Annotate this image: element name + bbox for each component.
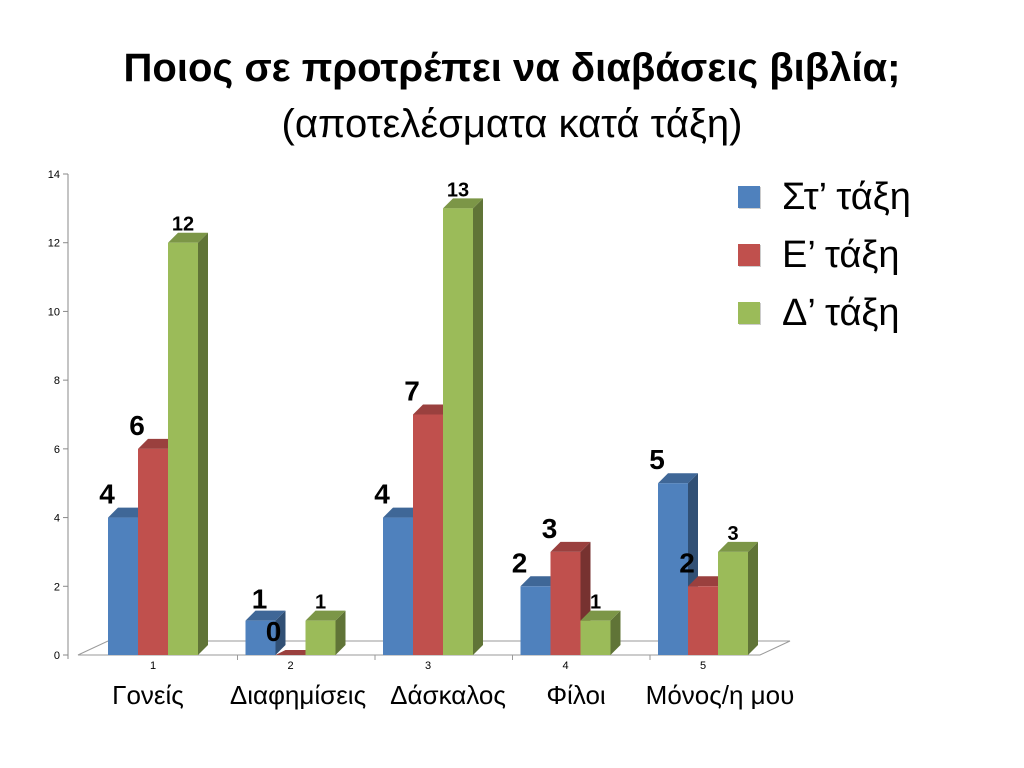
category-label-daskalos: Δάσκαλος [390, 680, 506, 710]
data-label-s2-c1: 1 [315, 592, 326, 614]
y-tick-label-14: 14 [48, 169, 60, 181]
bar-s2-c3-side [610, 610, 621, 655]
bar-s0-c2 [383, 517, 413, 655]
data-label-s2-c2: 13 [447, 179, 469, 201]
x-tick-label-2: 2 [287, 660, 293, 672]
bar-s1-c3-top [550, 541, 591, 552]
data-label-s1-c2: 7 [404, 376, 420, 407]
y-tick-label-8: 8 [54, 375, 60, 387]
title-block: Ποιος σε προτρέπει να διαβάσεις βιβλία; … [0, 40, 1024, 152]
bar-s2-c2-side [473, 198, 483, 655]
bar-s2-c4-top [718, 541, 758, 552]
bar-s2-c1-side [335, 610, 346, 655]
y-tick-label-4: 4 [54, 513, 60, 525]
bar-s1-c3 [550, 551, 581, 655]
bar-s1-c4 [688, 586, 718, 655]
legend-item-e-taxi: Ε’ τάξη [738, 226, 911, 284]
bar-s0-c1-side [275, 610, 286, 655]
data-label-s1-c4: 2 [679, 547, 695, 578]
data-label-s0-c3: 2 [512, 547, 528, 578]
bar-s2-c2 [443, 208, 473, 655]
y-tick-label-12: 12 [48, 238, 60, 250]
y-tick-label-6: 6 [54, 444, 60, 456]
bar-s2-c0-top [168, 232, 208, 243]
bar-s0-c4-top [658, 473, 698, 484]
x-tick-label-3: 3 [425, 660, 431, 672]
bar-s2-c1 [305, 620, 336, 655]
legend-swatch-e-taxi [738, 244, 760, 266]
bar-s1-c2 [413, 414, 443, 655]
legend-item-st-taxi: Στ’ τάξη [738, 168, 911, 226]
bar-s0-c1 [245, 620, 276, 655]
bar-s0-c0 [108, 517, 138, 655]
data-label-s2-c0: 12 [172, 214, 194, 236]
x-tick-label-5: 5 [700, 660, 706, 672]
bar-s2-c4 [718, 551, 748, 655]
bar-s0-c3 [520, 586, 551, 655]
bar-s2-c1-top [305, 610, 346, 621]
category-label-filoi: Φίλοι [546, 680, 606, 710]
bar-s2-c2-top [443, 198, 483, 209]
bar-s2-c0 [168, 242, 198, 655]
legend-swatch-d-taxi [738, 302, 760, 324]
data-label-s1-c3: 3 [542, 513, 558, 544]
y-tick-label-10: 10 [48, 306, 60, 318]
legend-swatch-st-taxi [738, 186, 760, 208]
data-label-s0-c1: 1 [252, 584, 268, 615]
category-label-monos: Μόνος/η μου [645, 680, 795, 710]
x-tick-label-4: 4 [562, 660, 568, 672]
bar-s2-c4-side [748, 541, 758, 655]
data-label-s1-c0: 6 [129, 410, 145, 441]
bar-s2-c3 [580, 620, 611, 655]
data-label-s0-c2: 4 [374, 479, 390, 510]
bar-s2-c3-top [580, 610, 621, 621]
data-label-s0-c4: 5 [649, 444, 665, 475]
y-tick-label-0: 0 [54, 650, 60, 662]
bar-s2-c0-side [198, 232, 208, 655]
bar-s1-c0 [138, 448, 168, 655]
y-tick-label-2: 2 [54, 581, 60, 593]
data-label-s1-c1: 0 [266, 616, 282, 647]
data-label-s2-c4: 3 [727, 523, 738, 545]
chart-title: Ποιος σε προτρέπει να διαβάσεις βιβλία; [123, 46, 901, 90]
bar-s0-c1-top [245, 610, 286, 621]
chart-subtitle: (αποτελέσματα κατά τάξη) [281, 102, 743, 146]
data-label-s2-c3: 1 [590, 592, 601, 614]
legend: Στ’ τάξη Ε’ τάξη Δ’ τάξη [738, 168, 911, 342]
data-label-s0-c0: 4 [99, 479, 115, 510]
x-tick-label-1: 1 [150, 660, 156, 672]
category-label-goneis: Γονείς [112, 680, 184, 710]
category-label-diafimiseis: Διαφημίσεις [229, 680, 367, 710]
legend-item-d-taxi: Δ’ τάξη [738, 284, 911, 342]
legend-label-e-taxi: Ε’ τάξη [782, 233, 900, 276]
bar-s0-c4 [658, 483, 688, 655]
legend-label-st-taxi: Στ’ τάξη [782, 175, 911, 218]
category-labels: Γονείς Διαφημίσεις Δάσκαλος Φίλοι Μόνος/… [0, 680, 1024, 720]
legend-label-d-taxi: Δ’ τάξη [782, 291, 900, 334]
